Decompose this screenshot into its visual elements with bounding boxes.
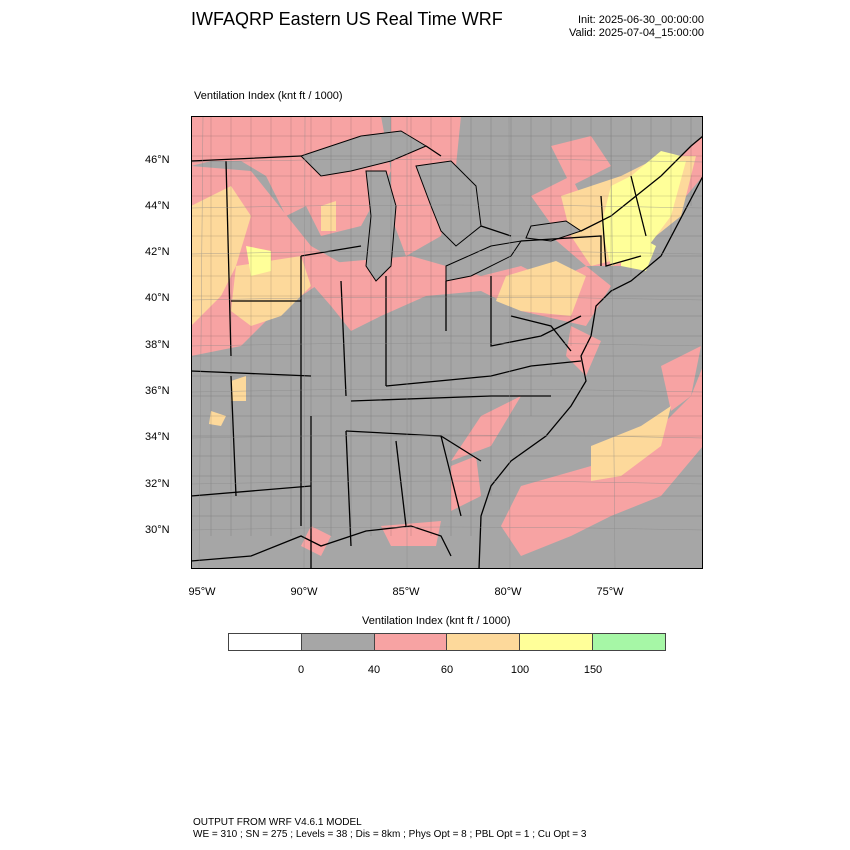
lat-tick-46: 46°N (145, 154, 170, 166)
lat-tick-34: 34°N (145, 431, 170, 443)
panel-label: Ventilation Index (knt ft / 1000) (194, 90, 343, 102)
great-lakes (300, 130, 583, 282)
colorbar-label: 40 (367, 664, 381, 676)
graticule (191, 116, 703, 569)
map-panel (191, 116, 703, 569)
valid-time: Valid: 2025-07-04_15:00:00 (569, 27, 704, 39)
lon-tick-75: 75°W (596, 586, 624, 598)
colorbar-segment (229, 634, 302, 650)
init-time: Init: 2025-06-30_00:00:00 (578, 14, 704, 26)
lat-tick-30: 30°N (145, 524, 170, 536)
colorbar-label: 0 (297, 664, 305, 676)
lat-tick-44: 44°N (145, 200, 170, 212)
lake-michigan (365, 170, 397, 282)
us-canada-border (191, 135, 703, 237)
page-title: IWFAQRP Eastern US Real Time WRF (191, 9, 503, 29)
lat-tick-42: 42°N (145, 246, 170, 258)
colorbar-segment (520, 634, 594, 650)
lon-tick-85: 85°W (392, 586, 420, 598)
lake-superior (300, 130, 428, 177)
colorbar-label: 100 (510, 664, 530, 676)
colorbar-label: 150 (583, 664, 603, 676)
county-grid (191, 116, 703, 536)
lat-tick-40: 40°N (145, 292, 170, 304)
legend-title: Ventilation Index (knt ft / 1000) (362, 615, 511, 627)
colorbar-segment (301, 634, 375, 650)
colorbar (228, 633, 666, 651)
lon-tick-80: 80°W (494, 586, 522, 598)
lat-tick-38: 38°N (145, 339, 170, 351)
lat-tick-32: 32°N (145, 478, 170, 490)
lat-tick-36: 36°N (145, 385, 170, 397)
model-info: OUTPUT FROM WRF V4.6.1 MODEL (193, 817, 362, 828)
gulf-coast (191, 525, 452, 562)
lon-tick-90: 90°W (290, 586, 318, 598)
lon-tick-95: 95°W (188, 586, 216, 598)
colorbar-label: 60 (440, 664, 454, 676)
map-border (191, 116, 703, 569)
colorbar-segment (447, 634, 521, 650)
colorbar-segment (374, 634, 448, 650)
model-config: WE = 310 ; SN = 275 ; Levels = 38 ; Dis … (193, 829, 587, 840)
vi-100-150-regions (246, 151, 686, 276)
atlantic-coast (478, 175, 703, 569)
colorbar-segment (593, 634, 665, 650)
